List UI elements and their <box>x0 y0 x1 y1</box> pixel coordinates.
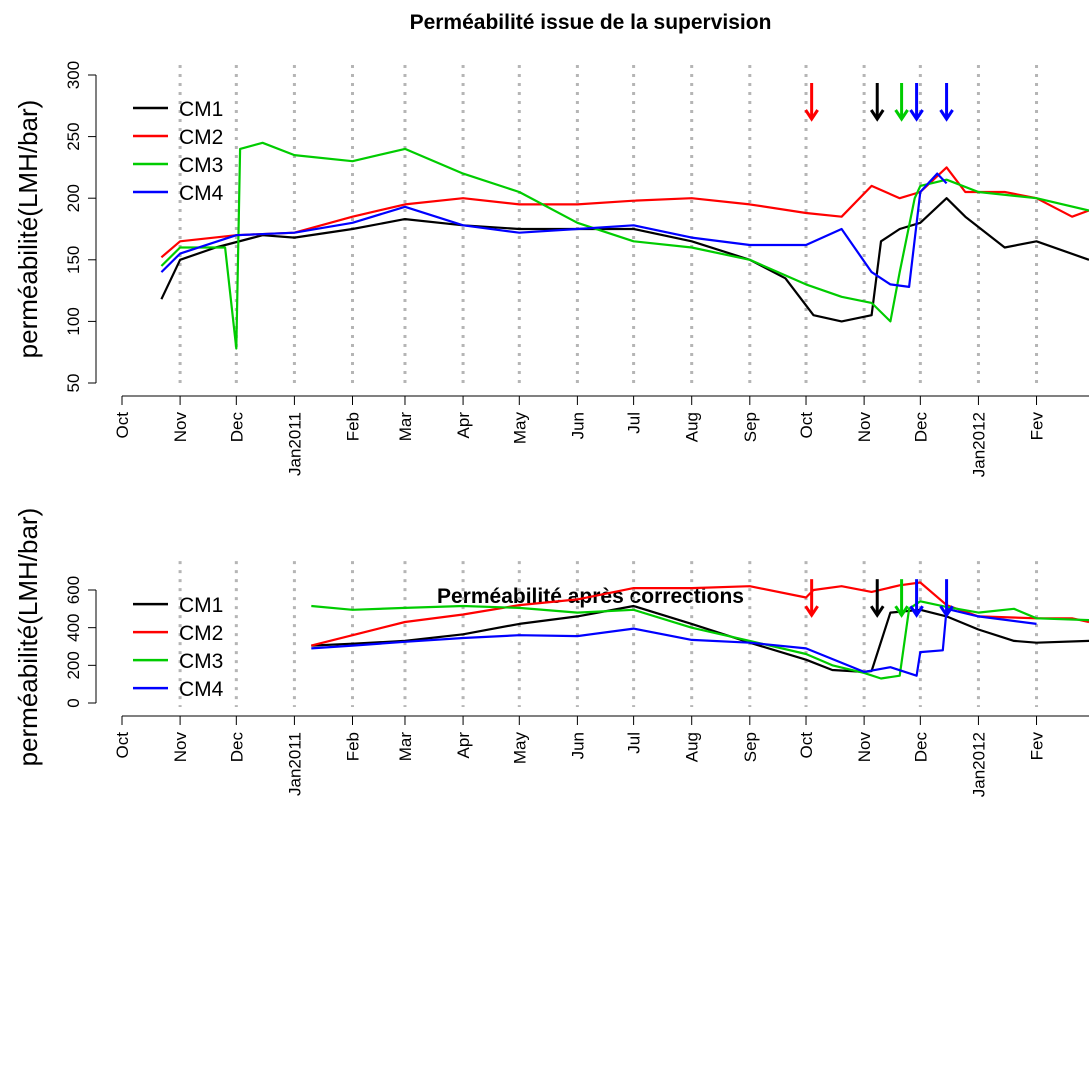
y-tick-label: 200 <box>64 651 83 679</box>
x-tick-label: Jan2011 <box>285 412 304 476</box>
y-tick-label: 100 <box>64 307 83 335</box>
series-line-cm3 <box>160 141 1089 350</box>
y-tick-label: 50 <box>64 374 83 393</box>
x-tick-label: May <box>510 732 529 765</box>
x-tick-label: Feb <box>344 732 363 761</box>
x-tick-label: Nov <box>855 732 874 763</box>
chart-bottom: Perméabilité après correctionsperméabili… <box>13 508 1089 797</box>
x-tick-label: Sep <box>741 732 760 762</box>
marker-arrow <box>939 579 954 618</box>
x-tick-label: Aug <box>683 412 702 442</box>
y-tick-label: 150 <box>64 246 83 274</box>
x-tick-label: Nov <box>171 732 190 763</box>
y-tick-label: 0 <box>64 698 83 707</box>
series-line-cm4 <box>311 607 1037 677</box>
legend-label: CM1 <box>179 98 223 121</box>
x-tick-label: Jan2012 <box>969 732 988 797</box>
y-axis-label: perméabilité(LMH/bar) <box>13 508 43 767</box>
x-tick-label: Fev <box>1028 412 1047 441</box>
x-tick-label: Mar <box>396 732 415 762</box>
legend-label: CM1 <box>179 594 223 617</box>
x-tick-label: Nov <box>171 412 190 443</box>
legend-label: CM3 <box>179 650 223 673</box>
x-tick-label: Dec <box>911 732 930 763</box>
marker-arrow <box>869 579 885 618</box>
series-line-cm4 <box>160 172 948 288</box>
y-tick-label: 250 <box>64 122 83 150</box>
x-tick-label: Jul <box>625 412 644 434</box>
x-tick-label: Apr <box>454 412 473 439</box>
x-tick-label: Dec <box>911 412 930 443</box>
marker-arrow <box>909 579 924 618</box>
series-line-cm1 <box>160 197 1089 323</box>
x-tick-label: Jun <box>568 412 587 439</box>
series-line-cm1 <box>311 604 1089 674</box>
y-tick-label: 200 <box>64 184 83 212</box>
x-tick-label: Mar <box>396 412 415 442</box>
marker-arrow <box>869 83 885 122</box>
x-tick-label: May <box>510 412 529 445</box>
x-tick-label: Dec <box>227 412 246 443</box>
legend-label: CM3 <box>179 154 223 177</box>
x-tick-label: Oct <box>113 412 132 439</box>
x-tick-label: Oct <box>797 412 816 439</box>
x-tick-label: Jan2012 <box>969 412 988 477</box>
marker-arrow <box>804 83 819 122</box>
marker-arrow <box>894 579 909 618</box>
x-tick-label: Jul <box>625 732 644 754</box>
legend-label: CM4 <box>179 678 224 701</box>
marker-arrow <box>804 579 819 618</box>
chart-top: Perméabilité issue de la supervision perm… <box>13 11 1089 477</box>
series-line-cm3 <box>311 600 1089 680</box>
chart-title: Perméabilité issue de la supervision <box>410 11 772 34</box>
x-tick-label: Apr <box>454 732 473 759</box>
x-tick-label: Jan2011 <box>285 732 304 796</box>
x-tick-label: Feb <box>344 412 363 441</box>
y-tick-label: 300 <box>64 61 83 89</box>
legend-label: CM4 <box>179 182 224 205</box>
y-tick-label: 400 <box>64 613 83 641</box>
marker-arrow <box>909 83 924 122</box>
y-axis-label: perméabilité(LMH/bar) <box>13 100 43 359</box>
legend-label: CM2 <box>179 622 223 645</box>
x-tick-label: Fev <box>1028 732 1047 761</box>
marker-arrow <box>939 83 954 122</box>
x-tick-label: Sep <box>741 412 760 442</box>
x-tick-label: Jun <box>568 732 587 759</box>
x-tick-label: Oct <box>797 732 816 759</box>
x-tick-label: Nov <box>855 412 874 443</box>
x-tick-label: Aug <box>683 732 702 762</box>
y-tick-label: 600 <box>64 576 83 604</box>
x-tick-label: Oct <box>113 732 132 759</box>
legend-label: CM2 <box>179 126 223 149</box>
marker-arrow <box>894 83 909 122</box>
x-tick-label: Dec <box>227 732 246 763</box>
